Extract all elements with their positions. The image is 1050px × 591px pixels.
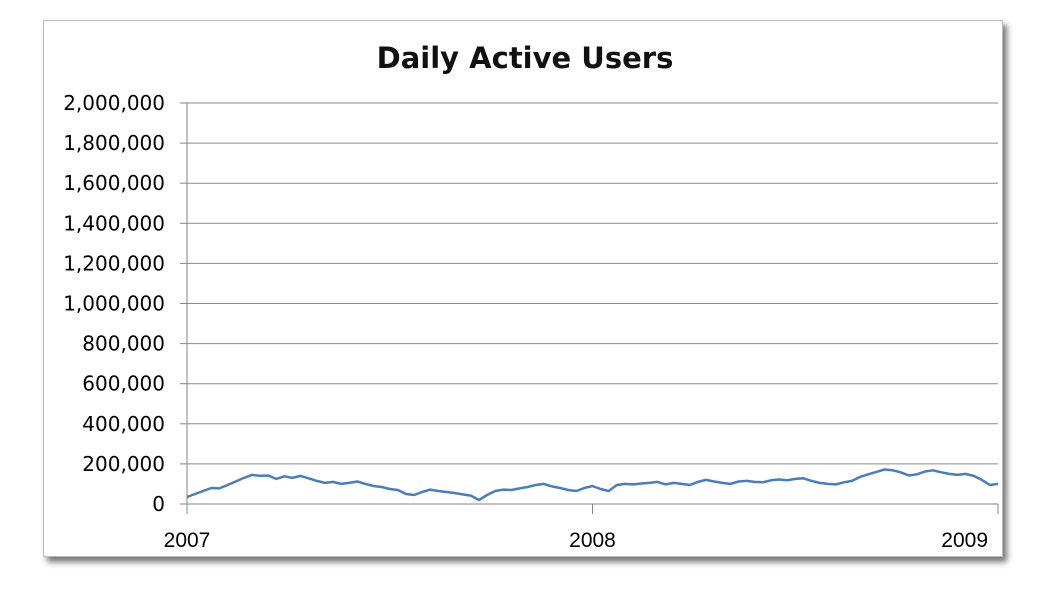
y-tick-label: 2,000,000 — [63, 91, 165, 115]
series-layer — [186, 468, 999, 502]
x-axis: 2007 2008 2009 — [164, 103, 999, 552]
y-tick-label: 0 — [152, 492, 165, 516]
y-tick-label: 1,000,000 — [63, 292, 165, 316]
y-tick-label: 200,000 — [82, 452, 165, 476]
gridlines — [187, 102, 998, 505]
chart-title: Daily Active Users — [376, 41, 674, 75]
x-tick-label: 2008 — [569, 529, 616, 552]
chart-frame — [43, 20, 1003, 557]
y-tick-label: 400,000 — [82, 412, 165, 436]
y-tick-label: 800,000 — [82, 332, 165, 356]
y-tick-label: 1,600,000 — [63, 171, 165, 195]
y-tick-label: 1,400,000 — [63, 211, 165, 235]
x-tick-label: 2007 — [164, 529, 211, 552]
y-tick-label: 1,200,000 — [63, 251, 165, 275]
y-tick-label: 600,000 — [82, 372, 165, 396]
x-tick-label: 2009 — [941, 529, 988, 552]
series-line — [186, 468, 999, 502]
y-axis-ticks: 0 200,000 400,000 600,000 800,000 1,000,000 1,… — [63, 91, 187, 516]
y-tick-label: 1,800,000 — [63, 131, 165, 155]
